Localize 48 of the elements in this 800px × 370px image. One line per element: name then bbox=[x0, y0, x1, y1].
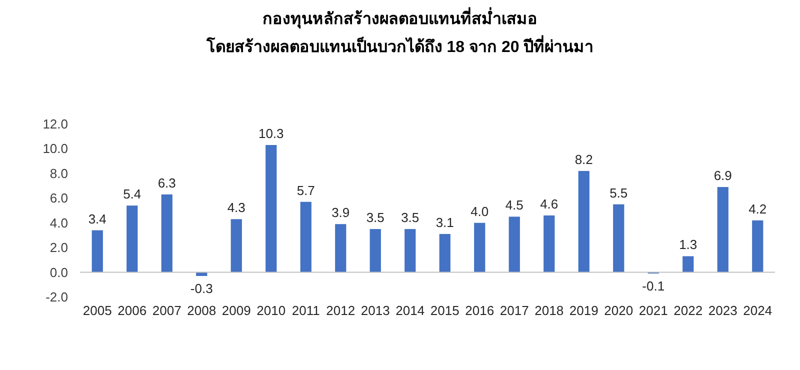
x-tick-label: 2016 bbox=[465, 303, 494, 318]
x-tick-label: 2007 bbox=[152, 303, 182, 318]
x-tick-label: 2010 bbox=[256, 303, 286, 318]
y-tick-label: 6.0 bbox=[50, 190, 68, 206]
x-tick-label: 2013 bbox=[360, 303, 390, 318]
y-tick-label: 10.0 bbox=[42, 141, 68, 156]
data-label: 6.3 bbox=[158, 175, 176, 190]
data-label: -0.3 bbox=[190, 280, 213, 296]
x-tick-label: 2024 bbox=[743, 303, 772, 318]
x-tick-label: 2005 bbox=[82, 303, 112, 318]
data-label: 3.5 bbox=[366, 210, 384, 226]
data-label: 4.0 bbox=[470, 204, 489, 219]
data-label: 3.5 bbox=[401, 210, 420, 226]
x-tick-label: 2019 bbox=[569, 303, 598, 318]
x-tick-label: 2023 bbox=[708, 303, 738, 318]
x-tick-label: 2012 bbox=[326, 303, 356, 318]
data-label: 1.3 bbox=[679, 237, 698, 252]
x-tick-label: 2006 bbox=[118, 303, 147, 318]
x-tick-label: 2017 bbox=[500, 303, 529, 318]
data-label: 5.5 bbox=[610, 185, 628, 200]
y-tick-label: 0.0 bbox=[50, 264, 68, 280]
x-tick-label: 2018 bbox=[534, 303, 564, 318]
x-tick-label: 2008 bbox=[187, 303, 216, 318]
data-label: 5.7 bbox=[296, 182, 315, 198]
y-tick-label: -2.0 bbox=[46, 290, 68, 304]
x-tick-label: 2009 bbox=[222, 303, 251, 318]
y-tick-label: 12.0 bbox=[42, 116, 68, 132]
data-label: 3.1 bbox=[436, 214, 454, 230]
data-label: 6.9 bbox=[714, 168, 732, 184]
data-label: 4.5 bbox=[505, 198, 524, 213]
x-tick-label: 2020 bbox=[604, 303, 634, 318]
data-label: 3.4 bbox=[88, 211, 106, 226]
x-tick-label: 2015 bbox=[430, 303, 460, 318]
data-label: 4.3 bbox=[227, 200, 246, 216]
x-tick-label: 2022 bbox=[674, 303, 703, 318]
data-label: 5.4 bbox=[123, 186, 142, 202]
data-label: 10.3 bbox=[258, 126, 284, 142]
y-tick-label: 8.0 bbox=[50, 166, 68, 181]
data-label: -0.1 bbox=[642, 278, 665, 294]
x-tick-label: 2011 bbox=[292, 303, 320, 318]
x-tick-label: 2014 bbox=[396, 303, 425, 318]
y-tick-label: 2.0 bbox=[50, 240, 68, 256]
data-label: 3.9 bbox=[332, 205, 350, 220]
data-label: 4.2 bbox=[748, 201, 767, 216]
x-tick-label: 2021 bbox=[638, 303, 668, 318]
y-tick-label: 4.0 bbox=[50, 215, 68, 230]
data-label: 8.2 bbox=[574, 152, 593, 167]
data-label: 4.6 bbox=[540, 196, 558, 212]
